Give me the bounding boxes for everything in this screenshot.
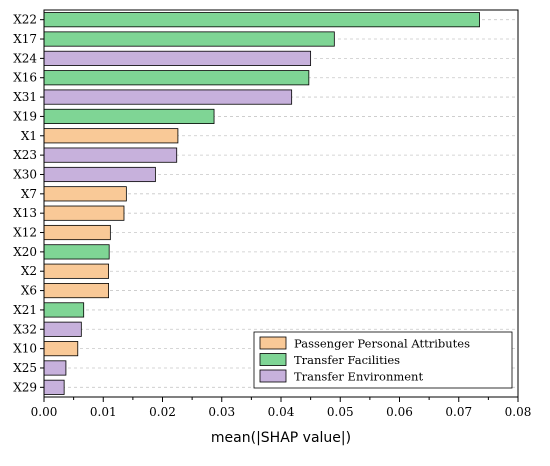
y-tick-label: X6 bbox=[21, 284, 37, 298]
y-tick-label: X1 bbox=[21, 129, 37, 143]
y-tick-label: X30 bbox=[13, 167, 37, 181]
y-tick-label: X21 bbox=[13, 303, 37, 317]
legend-label-environment: Transfer Environment bbox=[294, 370, 423, 384]
y-tick-label: X22 bbox=[13, 13, 37, 27]
y-tick-label: X13 bbox=[13, 206, 37, 220]
bar-x16 bbox=[43, 70, 310, 86]
bar-x31 bbox=[43, 89, 293, 105]
bar-x25 bbox=[43, 360, 67, 376]
x-axis-ticks: 0.00 0.01 0.02 0.03 0.04 0.05 0.06 0.07 0.08 bbox=[31, 397, 532, 419]
bars-group bbox=[43, 12, 480, 395]
y-tick-label: X2 bbox=[21, 264, 37, 278]
y-tick-label: X24 bbox=[13, 51, 37, 65]
y-tick-label: X12 bbox=[13, 226, 37, 240]
legend: Passenger Personal Attributes Transfer Fa… bbox=[253, 331, 513, 389]
y-tick-label: X16 bbox=[13, 71, 37, 85]
bar-x29 bbox=[43, 379, 65, 395]
bar-x1 bbox=[43, 128, 179, 144]
bar-x21 bbox=[43, 302, 85, 318]
y-tick-labels: X22 X17 X24 X16 X31 X19 X1 X23 X30 X7 X13 X12 X20 X2 X… bbox=[13, 13, 44, 394]
y-tick-label: X25 bbox=[13, 361, 37, 375]
bar-x13 bbox=[43, 205, 125, 221]
y-tick-label: X10 bbox=[13, 342, 37, 356]
bar-x32 bbox=[43, 321, 82, 337]
x-tick-label: 0.06 bbox=[386, 405, 413, 419]
y-tick-label: X23 bbox=[13, 148, 37, 162]
y-tick-label: X31 bbox=[13, 90, 37, 104]
legend-label-facilities: Transfer Facilities bbox=[294, 353, 400, 367]
y-tick-label: X19 bbox=[13, 109, 37, 123]
bar-x20 bbox=[43, 244, 110, 260]
bar-x12 bbox=[43, 224, 111, 241]
x-tick-label: 0.07 bbox=[445, 405, 472, 419]
bar-x24 bbox=[43, 50, 312, 66]
bar-x17 bbox=[43, 31, 335, 47]
bar-x6 bbox=[43, 283, 109, 299]
bar-x10 bbox=[43, 341, 79, 357]
x-tick-label: 0.05 bbox=[327, 405, 354, 419]
x-tick-label: 0.02 bbox=[149, 405, 176, 419]
x-tick-label: 0.08 bbox=[505, 405, 532, 419]
bar-x23 bbox=[43, 147, 178, 163]
legend-swatch-environment bbox=[259, 369, 287, 383]
x-tick-label: 0.04 bbox=[268, 405, 295, 419]
y-tick-label: X20 bbox=[13, 245, 37, 259]
bar-x2 bbox=[43, 263, 109, 279]
legend-label-personal: Passenger Personal Attributes bbox=[294, 337, 470, 351]
y-tick-label: X29 bbox=[13, 380, 37, 394]
bar-x22 bbox=[43, 12, 480, 28]
legend-box bbox=[253, 331, 513, 389]
y-tick-label: X7 bbox=[21, 187, 37, 201]
x-tick-label: 0.00 bbox=[31, 405, 58, 419]
legend-swatch-personal bbox=[259, 336, 287, 350]
y-tick-label: X17 bbox=[13, 32, 37, 46]
bar-x30 bbox=[43, 166, 156, 183]
x-axis-title: mean(|SHAP value|) bbox=[211, 430, 351, 446]
legend-swatch-facilities bbox=[259, 353, 287, 366]
x-tick-label: 0.01 bbox=[90, 405, 117, 419]
x-tick-label: 0.03 bbox=[208, 405, 235, 419]
bar-x19 bbox=[43, 108, 215, 124]
y-tick-label: X32 bbox=[13, 322, 37, 336]
bar-x7 bbox=[43, 186, 127, 202]
